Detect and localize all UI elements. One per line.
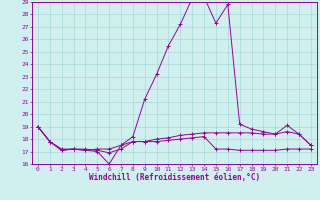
X-axis label: Windchill (Refroidissement éolien,°C): Windchill (Refroidissement éolien,°C) (89, 173, 260, 182)
